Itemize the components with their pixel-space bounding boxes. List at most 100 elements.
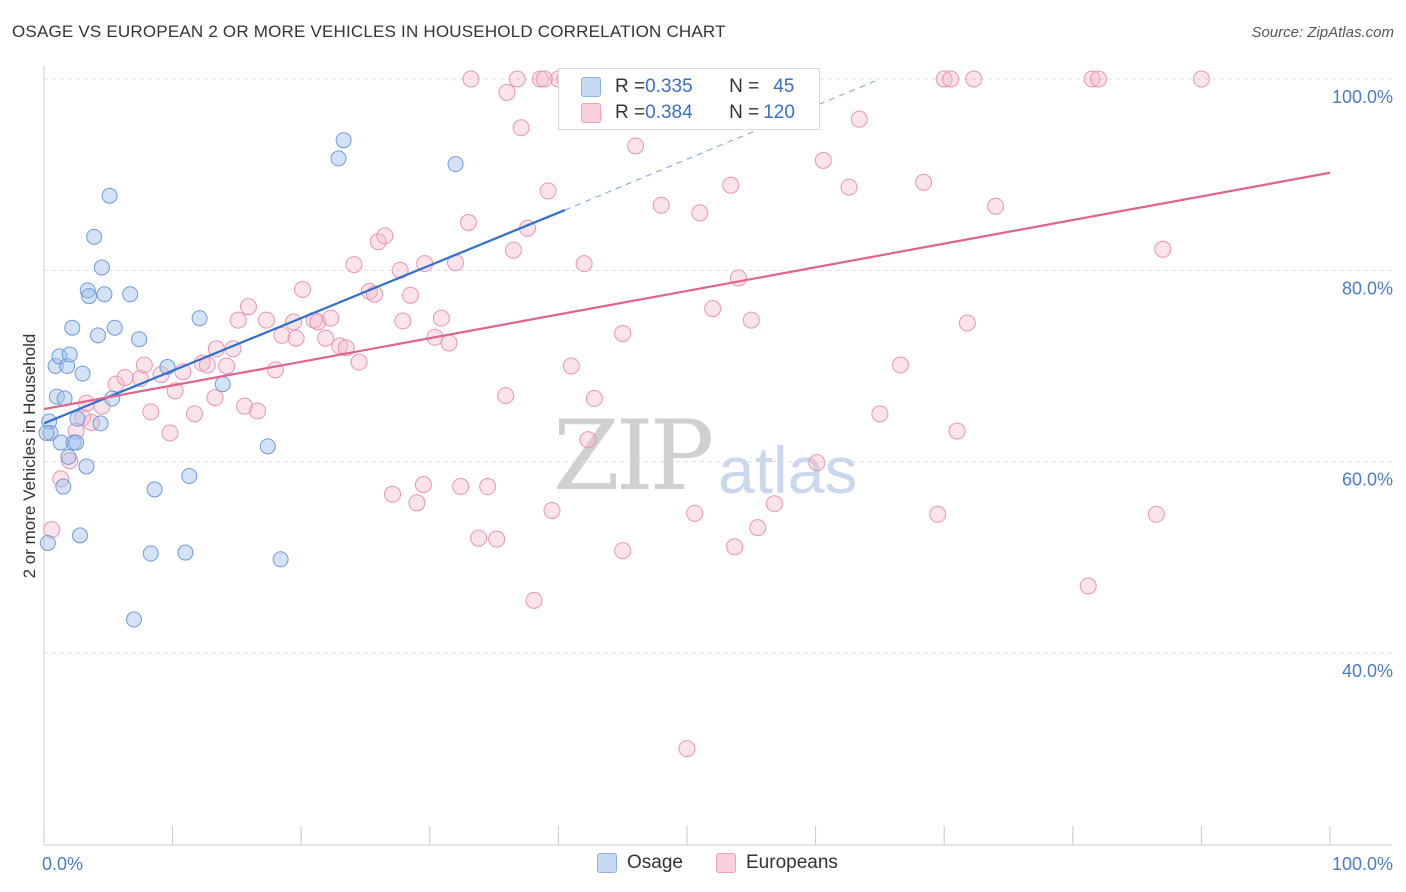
europeans-point [266,361,284,379]
osage-point [68,434,85,451]
europeans-point [236,397,254,415]
europeans-trendline [43,171,1331,411]
osage-point [72,527,89,544]
legend-n-value: 45 [773,76,795,97]
europeans-point [531,70,549,88]
europeans-point [652,196,670,214]
tick-labels: 40.0% 60.0% 80.0% 100.0% 0.0% 100.0% 2 or more… [20,87,1393,874]
legend-item-osage[interactable]: Osage [597,852,683,874]
europeans-points [43,70,1210,758]
europeans-point [309,313,327,331]
y-axis-title: 2 or more Vehicles in Household [20,334,39,579]
osage-point [126,611,143,628]
europeans-point [627,137,645,155]
osage-trendline [43,209,566,425]
osage-point [330,150,347,167]
osage-point [142,545,159,562]
europeans-point [497,387,515,405]
europeans-point [394,312,412,330]
europeans-point [840,178,858,196]
europeans-point [185,405,203,423]
europeans-point [142,403,160,421]
europeans-point [726,538,744,556]
legend-item-europeans[interactable]: Europeans [716,852,838,874]
europeans-point [508,70,526,88]
europeans-point [161,424,179,442]
osage-point [131,331,148,348]
osage-point [214,376,231,393]
osage-point [90,327,107,344]
osage-point [191,310,208,327]
x-tick-label: 100.0% [1332,854,1393,874]
europeans-point [1192,70,1210,88]
europeans-point [322,309,340,327]
europeans-point [479,478,497,496]
series-legend: Osage Europeans [0,852,1406,878]
osage-point [38,424,55,441]
legend-label: Osage [627,852,683,873]
osage-point [177,544,194,561]
europeans-point [248,402,266,420]
europeans-point [915,173,933,191]
europeans-point [206,389,224,407]
osage-swatch [581,77,601,97]
watermark-atlas: atlas [718,433,858,507]
osage-swatch [597,853,617,873]
osage-point [55,478,72,495]
source-label: Source: ZipAtlas.com [1251,24,1394,41]
y-tick-label: 100.0% [1332,87,1393,107]
chart-title: OSAGE VS EUROPEAN 2 OR MORE VEHICLES IN … [12,22,726,41]
europeans-point [987,197,1005,215]
europeans-point [166,382,184,400]
europeans-point [929,505,947,523]
europeans-point [575,255,593,273]
europeans-point [459,214,477,231]
legend-row-europeans: R = 0.384 N = 120 [581,100,795,126]
europeans-point [1079,577,1097,595]
legend-n-label: N = [729,102,760,123]
europeans-point [525,591,543,609]
osage-point [96,286,113,303]
europeans-point [408,494,426,512]
europeans-point [742,311,760,329]
osage-points [38,132,464,628]
europeans-point [958,314,976,332]
europeans-point [293,280,311,298]
legend-n-value: 120 [763,102,795,123]
osage-point [259,438,276,455]
europeans-point [239,298,257,316]
osage-point [74,365,91,382]
europeans-point [498,83,516,101]
europeans-point [402,286,420,304]
osage-point [92,415,109,432]
x-tick-label: 0.0% [42,854,83,874]
europeans-point [488,530,506,548]
europeans-point [273,326,291,344]
europeans-point [440,334,458,352]
europeans-point [749,519,767,537]
europeans-point [808,454,826,472]
europeans-point [539,182,557,200]
europeans-point [43,521,61,539]
osage-point [86,228,103,245]
europeans-point [543,501,561,519]
osage-point [42,424,59,441]
europeans-swatch [581,103,601,123]
europeans-point [579,431,597,449]
europeans-point [504,241,522,259]
europeans-point [935,70,953,88]
europeans-point [74,409,92,427]
europeans-point [614,324,632,342]
trendlines [43,78,1331,425]
europeans-point [814,151,832,169]
osage-point [93,259,110,276]
osage-point [106,319,123,336]
europeans-point [384,485,402,503]
europeans-point [452,478,470,496]
europeans-point [678,740,696,758]
europeans-point [229,311,247,329]
osage-point [447,156,464,173]
osage-point [146,481,163,498]
europeans-point [1090,70,1108,88]
